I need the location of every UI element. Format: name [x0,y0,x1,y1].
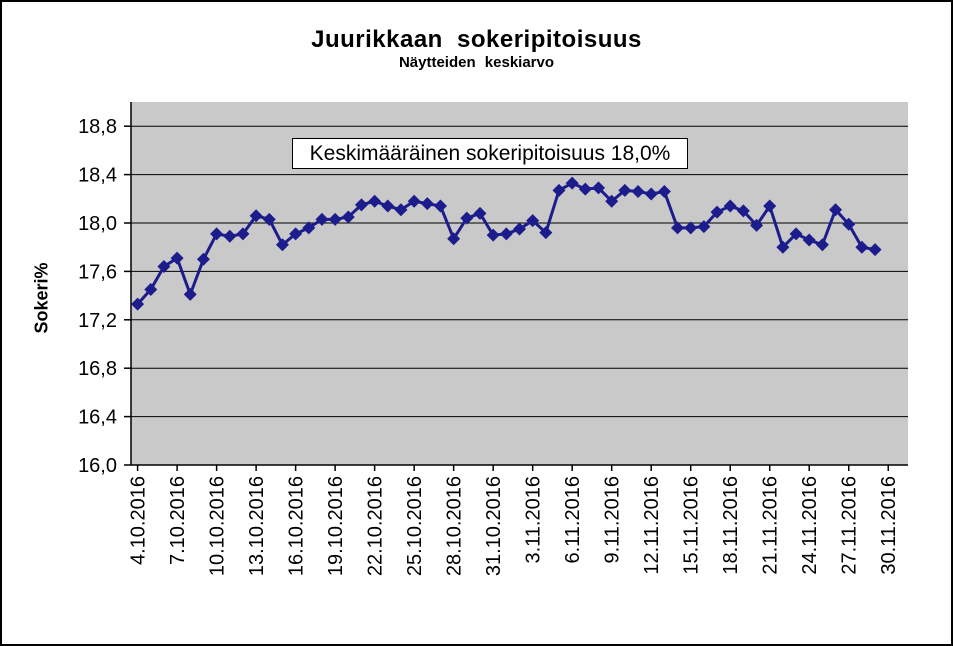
average-annotation-text: Keskimääräinen sokeripitoisuus 18,0% [309,141,671,165]
data-point-marker [723,199,737,213]
data-point-marker [460,211,474,225]
x-tick-label: 9.11.2016 [602,476,624,564]
x-tick-label: 15.11.2016 [681,476,703,575]
data-point-marker [473,206,487,220]
data-point-marker [750,218,764,232]
data-point-marker [671,221,685,235]
x-tick-label: 31.10.2016 [483,476,505,576]
data-point-marker [236,227,250,241]
data-point-marker [697,220,711,234]
data-point-marker [644,187,658,201]
y-tick-label: 16,8 [78,358,117,380]
data-point-marker [657,185,671,199]
y-tick-label: 18,0 [78,213,117,235]
data-point-marker [565,176,579,190]
data-point-marker [855,240,869,254]
x-tick-label: 6.11.2016 [562,476,584,564]
data-point-marker [776,240,790,254]
x-tick-label: 4.10.2016 [128,476,150,565]
x-tick-label: 12.11.2016 [641,476,663,575]
data-point-marker [275,238,289,252]
data-point-marker [684,221,698,235]
data-point-marker [592,181,606,195]
data-point-marker [170,251,184,265]
data-point-marker [183,287,197,301]
data-point-marker [368,194,382,208]
data-point-marker [763,199,777,213]
data-point-marker [341,210,355,224]
data-point-marker [394,203,408,217]
data-point-marker [328,212,342,226]
x-tick-label: 22.10.2016 [365,476,387,576]
y-tick-label: 17,6 [78,261,117,283]
data-point-marker [605,194,619,208]
x-tick-label: 18.11.2016 [720,476,742,575]
data-point-marker [736,204,750,218]
data-point-marker [315,212,329,226]
x-tick-label: 21.11.2016 [760,476,782,575]
data-point-marker [842,217,856,231]
y-tick-label: 16,0 [78,455,117,477]
data-point-marker [354,198,368,212]
data-point-marker [618,183,632,197]
data-point-marker [486,228,500,242]
x-tick-label: 19.10.2016 [325,476,347,576]
chart-title: Juurikkaan sokeripitoisuus [311,26,642,53]
data-point-marker [420,197,434,211]
chart-subtitle: Näytteiden keskiarvo [398,54,555,71]
y-tick-label: 16,4 [78,407,117,429]
data-point-marker [578,182,592,196]
data-point-marker [223,229,237,243]
data-point-marker [552,183,566,197]
x-tick-label: 27.11.2016 [839,476,861,575]
x-tick-label: 30.11.2016 [878,476,900,575]
data-point-marker [249,209,263,223]
data-point-marker [433,199,447,213]
data-point-marker [539,226,553,240]
data-point-marker [262,212,276,226]
average-annotation-box: Keskimääräinen sokeripitoisuus 18,0% [292,138,688,169]
data-point-marker [868,243,882,257]
data-point-marker [381,199,395,213]
data-point-marker [131,297,145,311]
x-tick-label: 13.10.2016 [246,476,268,576]
y-tick-label: 18,8 [78,116,117,138]
data-point-marker [526,214,540,228]
data-point-marker [815,238,829,252]
x-tick-label: 3.11.2016 [523,476,545,564]
y-tick-label: 18,4 [78,165,117,187]
data-point-marker [631,185,645,199]
data-point-marker [407,194,421,208]
y-tick-label: 17,2 [78,310,117,332]
data-point-marker [789,227,803,241]
data-point-marker [499,227,513,241]
data-point-marker [289,227,303,241]
data-point-marker [829,203,843,217]
x-tick-label: 7.10.2016 [167,476,189,565]
x-tick-label: 28.10.2016 [444,476,466,576]
x-tick-label: 16.10.2016 [286,476,308,576]
data-point-marker [447,232,461,246]
x-tick-label: 10.10.2016 [207,476,229,576]
data-point-marker [513,222,526,236]
data-point-marker [302,221,316,235]
data-point-marker [157,260,171,274]
x-tick-label: 24.11.2016 [799,476,821,575]
data-point-marker [802,233,816,247]
data-point-marker [710,205,724,219]
x-tick-label: 25.10.2016 [404,476,426,576]
data-point-marker [144,283,158,297]
data-point-marker [210,227,224,241]
